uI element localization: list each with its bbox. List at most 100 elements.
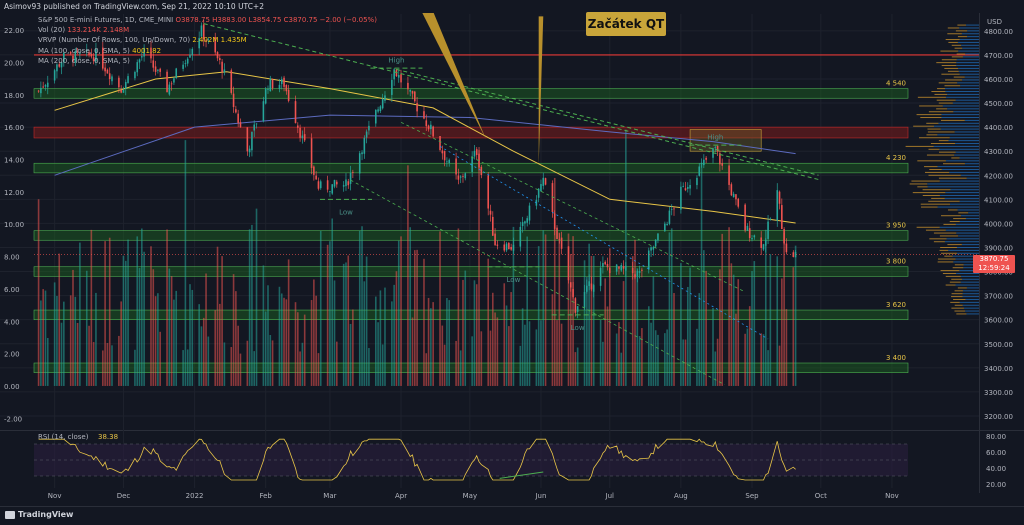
candle-body — [391, 79, 393, 95]
left-axis-tick: 4.00 — [4, 318, 20, 326]
candle-body — [785, 243, 788, 253]
volume-profile-bar — [956, 272, 979, 274]
volume-profile-bar — [962, 296, 979, 298]
volume-bar — [111, 345, 113, 386]
volume-bar — [361, 226, 363, 386]
volume-profile-bar — [953, 261, 979, 263]
candle-body — [508, 242, 510, 250]
candle-body — [120, 89, 122, 93]
volume-bar — [141, 228, 143, 386]
left-axis-tick: 0.00 — [4, 383, 20, 391]
volume-bar — [689, 267, 691, 386]
legend-ma200-row: MA (200, close, 0, SMA, 5) — [38, 56, 377, 66]
rsi-label: RSI (14, close) — [38, 433, 89, 441]
candle-body — [673, 208, 675, 210]
swing-label: High — [388, 57, 404, 65]
candle-body — [455, 158, 457, 175]
volume-bar — [732, 274, 735, 386]
volume-bar — [480, 331, 483, 386]
volume-profile-bar — [956, 246, 979, 248]
volume-label[interactable]: Vol (20) — [38, 26, 66, 35]
candle-body — [521, 222, 524, 227]
symbol-name[interactable]: S&P 500 E-mini Futures, 1D, CME_MINI — [38, 16, 174, 24]
volume-bar — [239, 353, 242, 386]
volume-bar — [60, 322, 63, 386]
ma100-value: 4001.82 — [132, 46, 162, 55]
volume-bar — [576, 347, 579, 386]
volume-profile-bar — [927, 183, 979, 185]
candle-body — [505, 243, 508, 251]
candle-body — [652, 246, 655, 250]
ma200-label[interactable]: MA (200, close, 0, SMA, 5) — [38, 56, 130, 65]
downtrend-line — [203, 23, 821, 181]
candle-body — [682, 186, 684, 187]
volume-bar — [299, 351, 301, 386]
candle-body — [602, 263, 604, 267]
ma100-path — [54, 71, 796, 224]
candle-body — [85, 49, 88, 52]
volume-profile-bar — [962, 47, 979, 49]
volume-bar — [473, 280, 476, 386]
candle-body — [510, 246, 512, 250]
candle-body — [783, 229, 785, 244]
candle-body — [411, 91, 414, 94]
volume-bar — [214, 310, 217, 386]
candle-body — [698, 166, 701, 176]
candle-body — [638, 271, 641, 273]
tradingview-logo[interactable]: TradingView — [5, 510, 73, 519]
volume-profile-bar — [958, 67, 979, 69]
volume-bar — [76, 322, 79, 386]
volume-profile-bar — [953, 111, 979, 113]
vrvp-label[interactable]: VRVP (Number Of Rows, 100, Up/Down, 70) — [38, 36, 191, 45]
candle-body — [604, 261, 606, 265]
candle-body — [42, 86, 44, 88]
candle-body — [251, 131, 253, 151]
volume-profile-bar — [933, 125, 979, 127]
rsi-panel: RSI (14, close) 38.38 — [34, 433, 908, 481]
volume-profile-bar — [962, 56, 979, 58]
candle-body — [423, 111, 425, 119]
volume-bar — [400, 236, 402, 386]
volume-bar — [173, 299, 175, 386]
volume-profile-bar — [954, 310, 966, 312]
candle-body — [122, 89, 125, 93]
volume-profile-bar — [956, 65, 979, 67]
volume-bar — [95, 292, 97, 386]
candle-body — [664, 223, 666, 232]
rsi-axis-tick: 40.00 — [986, 465, 1006, 473]
volume-profile-bar — [938, 122, 979, 124]
price-axis-tick: 4700.00 — [984, 52, 1013, 60]
candle-body — [331, 184, 334, 194]
candle-body — [781, 205, 783, 230]
volume-bar — [365, 256, 368, 386]
volume-profile-bar — [944, 241, 979, 243]
volume-bar — [459, 350, 462, 386]
volume-bar — [652, 276, 655, 386]
volume-profile-bar — [940, 50, 959, 52]
volume-profile-bar — [945, 160, 979, 162]
volume-bar — [508, 326, 510, 386]
volume-profile-bar — [965, 53, 979, 55]
volume-bar — [785, 309, 788, 386]
candle-body — [588, 281, 590, 287]
support-zones: 4 540 4 230 3 950 3 800 3 620 3 400 — [33, 54, 979, 373]
volume-profile-bar — [963, 267, 979, 269]
swing-label: Low — [571, 324, 585, 332]
volume-profile-bar — [960, 215, 979, 217]
volume-bar — [159, 331, 161, 386]
candle-body — [762, 244, 765, 250]
candle-body — [464, 173, 467, 179]
qt-start-annotation[interactable]: Začátek QT — [586, 12, 666, 36]
volume-profile-bar — [959, 200, 979, 202]
ma100-label[interactable]: MA (100, close, 0, SMA, 5) — [38, 46, 130, 55]
volume-profile-bar — [958, 70, 979, 72]
volume-bar — [592, 255, 595, 386]
candle-body — [618, 266, 620, 269]
volume-bar — [44, 290, 47, 386]
volume-bar — [342, 263, 345, 386]
volume-profile-bar — [941, 73, 960, 75]
volume-profile-bar — [960, 85, 979, 87]
candle-body — [104, 67, 106, 72]
volume-profile-bar — [959, 270, 979, 272]
